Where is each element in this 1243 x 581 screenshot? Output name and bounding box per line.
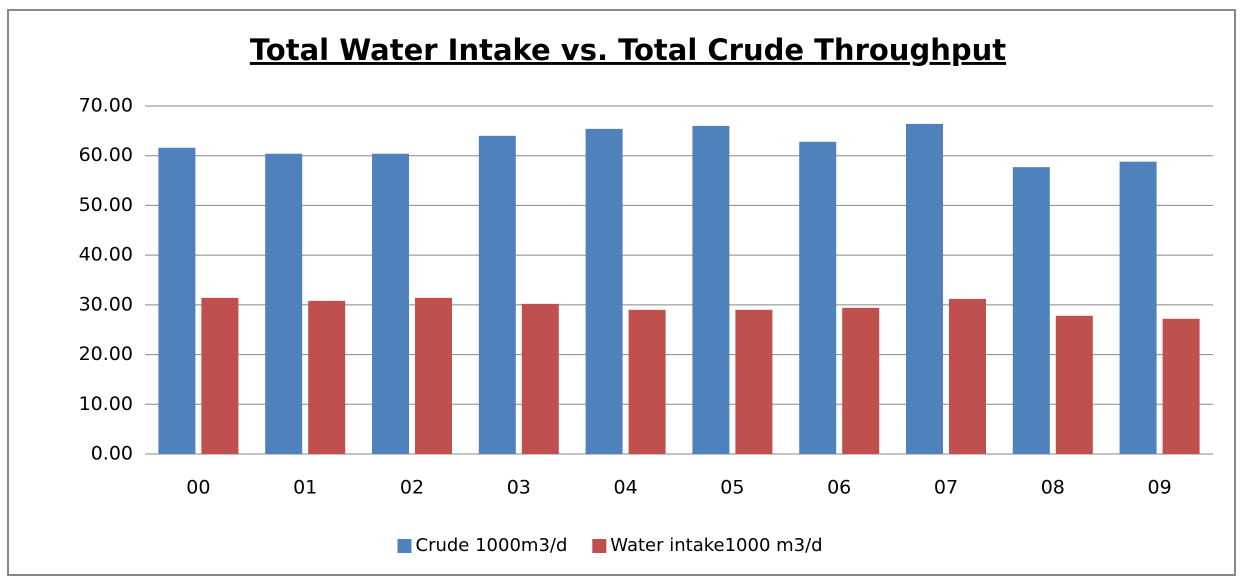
legend-label: Crude 1000m3/d (416, 535, 568, 556)
bar (692, 125, 730, 454)
x-tick-label: 06 (827, 477, 851, 499)
bar (799, 141, 837, 454)
legend-swatch (592, 539, 607, 553)
bar (842, 307, 880, 454)
bar (415, 297, 452, 454)
y-tick-label: 30.00 (79, 293, 133, 315)
x-tick-label: 08 (1041, 477, 1065, 499)
y-tick-label: 70.00 (79, 95, 133, 117)
x-tick-label: 02 (400, 477, 424, 499)
y-tick-label: 60.00 (79, 144, 133, 166)
legend-swatch (397, 539, 412, 553)
chart-title: Total Water Intake vs. Total Crude Throu… (250, 33, 1006, 67)
bar (1162, 318, 1200, 454)
bar (1055, 315, 1093, 454)
bar (372, 153, 409, 454)
bar (585, 128, 623, 454)
x-tick-label: 04 (614, 477, 638, 499)
bar (478, 135, 516, 455)
bar (628, 309, 666, 454)
y-tick-label: 0.00 (91, 443, 133, 465)
y-tick-label: 40.00 (79, 244, 133, 266)
y-tick-label: 20.00 (79, 343, 133, 365)
bar (308, 300, 346, 454)
bar (1012, 167, 1050, 455)
legend-label: Water intake1000 m3/d (610, 535, 822, 556)
bar (949, 298, 986, 454)
x-tick-label: 00 (186, 477, 210, 499)
bar (1119, 161, 1157, 454)
x-tick-label: 05 (720, 477, 744, 499)
bar (735, 309, 773, 454)
x-tick-label: 01 (293, 477, 317, 499)
x-tick-label: 07 (934, 477, 958, 499)
y-tick-label: 50.00 (79, 194, 133, 216)
bar (265, 153, 303, 454)
y-tick-label: 10.00 (79, 393, 133, 415)
bar (201, 297, 239, 454)
bar (521, 303, 559, 454)
x-tick-label: 03 (507, 477, 531, 499)
bar (906, 123, 943, 454)
x-tick-label: 09 (1148, 477, 1172, 499)
bar (158, 147, 196, 454)
